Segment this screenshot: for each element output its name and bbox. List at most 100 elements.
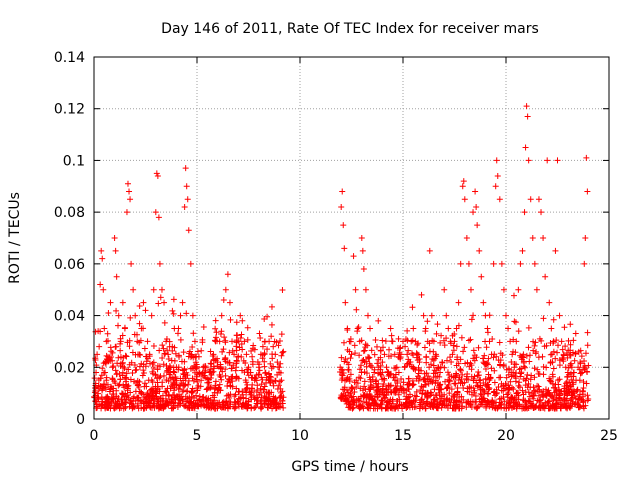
data-point bbox=[573, 388, 580, 395]
data-point bbox=[456, 394, 463, 401]
data-point bbox=[233, 339, 240, 346]
data-point bbox=[364, 404, 371, 411]
data-point bbox=[112, 367, 119, 374]
data-point bbox=[347, 401, 354, 408]
data-point bbox=[275, 342, 282, 349]
data-point bbox=[127, 399, 134, 406]
data-point bbox=[104, 330, 111, 337]
data-point bbox=[261, 338, 268, 345]
data-point bbox=[263, 379, 270, 386]
data-point bbox=[114, 398, 121, 405]
data-point bbox=[406, 393, 413, 400]
data-point bbox=[140, 369, 147, 376]
data-point bbox=[381, 351, 388, 358]
data-point bbox=[420, 376, 427, 383]
data-point bbox=[180, 349, 187, 356]
data-point bbox=[167, 375, 174, 382]
data-point bbox=[485, 355, 492, 362]
data-point bbox=[372, 380, 379, 387]
axes: 0 5 10 15 20 25 0 0.02 0.04 0.06 0.08 0.1 0.12 0.14 bbox=[54, 50, 618, 444]
data-point bbox=[264, 396, 271, 403]
data-point bbox=[154, 362, 161, 369]
data-point bbox=[384, 398, 391, 405]
data-point bbox=[585, 395, 592, 402]
data-point bbox=[503, 382, 510, 389]
data-point bbox=[259, 343, 266, 350]
data-point bbox=[349, 405, 356, 412]
data-point bbox=[556, 395, 563, 402]
data-point bbox=[207, 375, 214, 382]
data-point bbox=[527, 376, 534, 383]
data-point bbox=[429, 337, 436, 344]
data-point bbox=[380, 389, 387, 396]
data-point bbox=[522, 364, 529, 371]
data-point bbox=[483, 383, 490, 390]
data-point bbox=[493, 386, 500, 393]
data-point bbox=[195, 403, 202, 410]
data-point bbox=[525, 324, 532, 331]
data-point bbox=[496, 374, 503, 381]
data-point bbox=[510, 292, 517, 299]
data-point bbox=[520, 391, 527, 398]
data-point bbox=[155, 300, 162, 307]
data-point bbox=[444, 384, 451, 391]
data-point bbox=[159, 397, 166, 404]
data-point bbox=[468, 391, 475, 398]
data-point bbox=[92, 398, 99, 405]
data-point bbox=[207, 366, 214, 373]
data-point bbox=[211, 337, 218, 344]
data-point bbox=[478, 273, 485, 280]
data-point bbox=[585, 362, 592, 369]
data-point bbox=[211, 397, 218, 404]
data-point bbox=[425, 380, 432, 387]
data-point bbox=[347, 390, 354, 397]
data-point bbox=[207, 360, 214, 367]
data-point bbox=[116, 381, 123, 388]
data-point bbox=[219, 348, 226, 355]
data-point bbox=[562, 364, 569, 371]
data-point bbox=[564, 382, 571, 389]
data-point bbox=[510, 336, 517, 343]
data-point bbox=[405, 356, 412, 363]
data-point bbox=[470, 347, 477, 354]
data-point bbox=[134, 331, 141, 338]
data-point bbox=[505, 386, 512, 393]
data-point bbox=[463, 404, 470, 411]
data-point bbox=[261, 395, 268, 402]
data-point bbox=[576, 391, 583, 398]
data-point bbox=[510, 386, 517, 393]
data-point bbox=[403, 404, 410, 411]
data-point bbox=[554, 157, 561, 164]
data-point bbox=[161, 319, 168, 326]
data-point bbox=[568, 376, 575, 383]
data-point bbox=[121, 396, 128, 403]
data-point bbox=[472, 398, 479, 405]
data-point bbox=[188, 399, 195, 406]
data-point bbox=[371, 366, 378, 373]
data-point bbox=[171, 369, 178, 376]
data-point bbox=[243, 385, 250, 392]
data-point bbox=[114, 360, 121, 367]
data-point bbox=[354, 380, 361, 387]
data-point bbox=[270, 382, 277, 389]
data-point bbox=[513, 389, 520, 396]
data-point bbox=[169, 307, 176, 314]
data-point bbox=[543, 402, 550, 409]
data-point bbox=[137, 337, 144, 344]
data-point bbox=[112, 247, 119, 254]
data-point bbox=[432, 355, 439, 362]
data-point bbox=[122, 352, 129, 359]
data-point bbox=[490, 260, 497, 267]
data-point bbox=[218, 404, 225, 411]
data-point bbox=[184, 404, 191, 411]
data-point bbox=[157, 294, 164, 301]
data-point bbox=[360, 266, 367, 273]
data-point bbox=[243, 379, 250, 386]
data-point bbox=[540, 235, 547, 241]
data-point bbox=[263, 389, 270, 396]
data-point bbox=[113, 343, 120, 350]
data-point bbox=[567, 397, 574, 404]
data-point bbox=[475, 372, 482, 379]
y-tick-label: 0.1 bbox=[63, 153, 85, 169]
data-point bbox=[470, 355, 477, 362]
